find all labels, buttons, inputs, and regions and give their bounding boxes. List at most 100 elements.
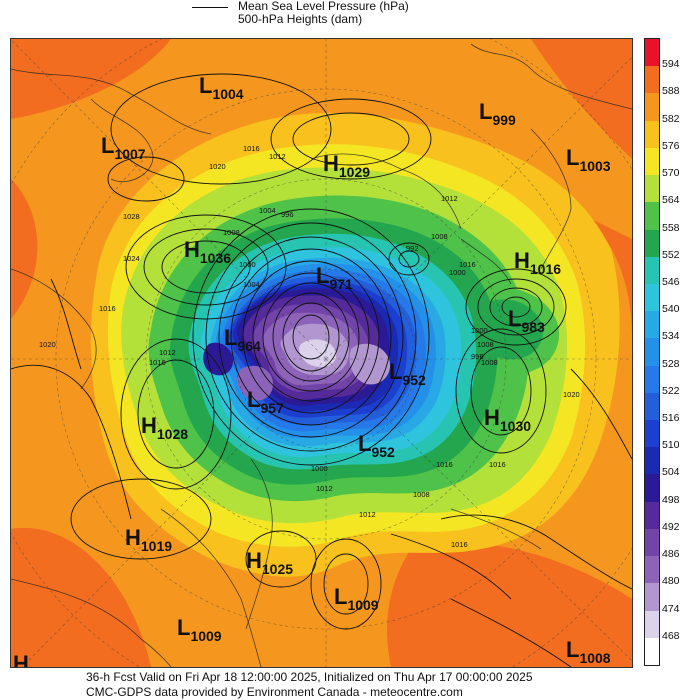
isobar-value-label: 1012 — [269, 152, 286, 161]
isobar-value-label: 1008 — [477, 340, 494, 349]
height-fill-588-patch — [571, 209, 632, 339]
colorbar-tick-label: 474 — [662, 602, 680, 615]
isobar-value-label: 1012 — [441, 194, 458, 203]
colorbar-tick-label: 510 — [662, 439, 680, 452]
legend-header: Mean Sea Level Pressure (hPa) 500-hPa He… — [0, 0, 680, 36]
colorbar-tick-label: 594 — [662, 58, 680, 71]
isobar-value-label: 1024 — [123, 254, 140, 263]
colorbar-tick-label: 558 — [662, 221, 680, 234]
colorbar-tick-label: 540 — [662, 303, 680, 316]
isobar-legend-label: Mean Sea Level Pressure (hPa) — [238, 0, 409, 13]
colorbar-tick-label: 552 — [662, 248, 680, 261]
isobar-value-label: 1008 — [413, 490, 430, 499]
isobar-value-label: 1004 — [259, 206, 276, 215]
low-pressure-center: L1004 — [199, 73, 244, 102]
high-pressure-center: H1028 — [141, 413, 188, 442]
colorbar-tick-label: 546 — [662, 275, 680, 288]
low-pressure-center: L957 — [247, 387, 284, 416]
high-pressure-center: H1016 — [514, 248, 561, 277]
height-fill-474-patch — [349, 343, 391, 385]
colorbar-tick-label: 576 — [662, 139, 680, 152]
colorbar-tick-label: 534 — [662, 330, 680, 343]
high-pressure-center: H1029 — [323, 151, 370, 180]
colorbar-cell — [645, 175, 659, 203]
colorbar-cell — [645, 39, 659, 67]
isobar-value-label: 996 — [471, 352, 484, 361]
latlon-grid — [11, 39, 632, 667]
low-pressure-center: L999 — [479, 99, 516, 128]
isobar-value-label: 1000 — [311, 464, 328, 473]
colorbar-tick-label: 492 — [662, 520, 680, 533]
pressure-centers: L1004 L999 L1007 H1029 L1003 H1036 L971 H1016 L9… — [13, 73, 611, 667]
isobar-value-label: 1016 — [436, 460, 453, 469]
high-pressure-center: H1025 — [246, 548, 293, 577]
colorbar-cell — [645, 311, 659, 339]
colorbar-cell — [645, 202, 659, 230]
isobar-value-label: 1004 — [243, 280, 260, 289]
colorbar-cell — [645, 420, 659, 448]
isobar-value-label: 1000 — [471, 326, 488, 335]
isobar-value-label: 1000 — [449, 268, 466, 277]
isobar-value-label: 1020 — [39, 340, 56, 349]
isobar-value-label: 1008 — [431, 232, 448, 241]
colorbar-cell — [645, 637, 659, 665]
low-pressure-center: L1009 — [177, 615, 222, 644]
isobar-value-label: 1016 — [489, 460, 506, 469]
weather-map: 1020 1016 1012 1028 1024 1016 1020 1000 1008 1004… — [10, 38, 633, 668]
low-pressure-center: L1008 — [566, 637, 611, 666]
colorbar-cell — [645, 147, 659, 176]
low-pressure-center: L952 — [389, 359, 426, 388]
isobar-value-label: 1012 — [159, 348, 176, 357]
isobar-legend-line — [192, 7, 228, 8]
isobars — [11, 73, 632, 667]
height-fill-588-patch — [11, 179, 38, 319]
isobar-value-label: 1016 — [243, 144, 260, 153]
isobar-value-label: 996 — [281, 210, 294, 219]
isobar-value-label: 1016 — [459, 260, 476, 269]
isobar-value-label: 992 — [406, 244, 419, 253]
colorbar-cell — [645, 447, 659, 475]
isobar-value-label: 1000 — [239, 260, 256, 269]
high-pressure-center: H1014 — [13, 651, 60, 667]
colorbar-tick-label: 480 — [662, 575, 680, 588]
colorbar-tick-label: 522 — [662, 384, 680, 397]
isobar-value-label: 1016 — [99, 304, 116, 313]
colorbar-cell — [645, 120, 659, 149]
colorbar-cell — [645, 283, 659, 312]
colorbar-tick-label: 498 — [662, 493, 680, 506]
height-fill-588-patch — [531, 39, 632, 159]
colorbar-cell — [645, 229, 659, 258]
high-pressure-center: H1019 — [125, 525, 172, 554]
isobar-value-label: 1008 — [481, 358, 498, 367]
colorbar-cell — [645, 66, 659, 94]
low-pressure-center: L971 — [316, 263, 353, 292]
coastlines — [11, 43, 632, 667]
low-pressure-center: L1003 — [566, 145, 611, 174]
colorbar-tick-label: 528 — [662, 357, 680, 370]
forecast-valid-text: 36-h Fcst Valid on Fri Apr 18 12:00:00 2… — [86, 670, 533, 684]
colorbar-tick-label: 582 — [662, 112, 680, 125]
colorbar-tick-label: 570 — [662, 167, 680, 180]
isobar-value-label: 1016 — [149, 358, 166, 367]
colorbar-cell — [645, 338, 659, 367]
colorbar-cell — [645, 392, 659, 421]
height-fill-588-patch — [387, 542, 632, 667]
high-pressure-center: H1030 — [484, 405, 531, 434]
colorbar-tick-label: 486 — [662, 548, 680, 561]
isobar-value-label: 1020 — [209, 162, 226, 171]
colorbar-cell — [645, 93, 659, 122]
colorbar-cell — [645, 365, 659, 394]
colorbar-tick-label: 504 — [662, 466, 680, 479]
low-pressure-center: L983 — [508, 306, 545, 335]
colorbar-tick-label: 516 — [662, 412, 680, 425]
height-fill-498-patch — [203, 342, 233, 376]
colorbar-cell — [645, 474, 659, 503]
colorbar-cell — [645, 528, 659, 557]
heights-legend-label: 500-hPa Heights (dam) — [238, 12, 363, 26]
isobar-value-label: 1020 — [563, 390, 580, 399]
isobar-value-label: 1028 — [123, 212, 140, 221]
data-credit-text: CMC-GDPS data provided by Environment Ca… — [86, 685, 463, 699]
isobar-value-label: 1016 — [451, 540, 468, 549]
colorbar-tick-label: 588 — [662, 85, 680, 98]
isobar-value-label: 1008 — [223, 228, 240, 237]
